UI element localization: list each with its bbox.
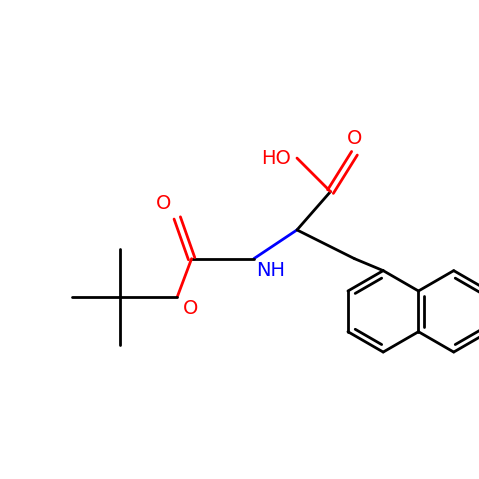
Text: O: O bbox=[156, 194, 171, 213]
Text: NH: NH bbox=[256, 261, 285, 280]
Text: O: O bbox=[183, 299, 198, 319]
Text: HO: HO bbox=[262, 148, 291, 168]
Text: O: O bbox=[347, 128, 362, 148]
